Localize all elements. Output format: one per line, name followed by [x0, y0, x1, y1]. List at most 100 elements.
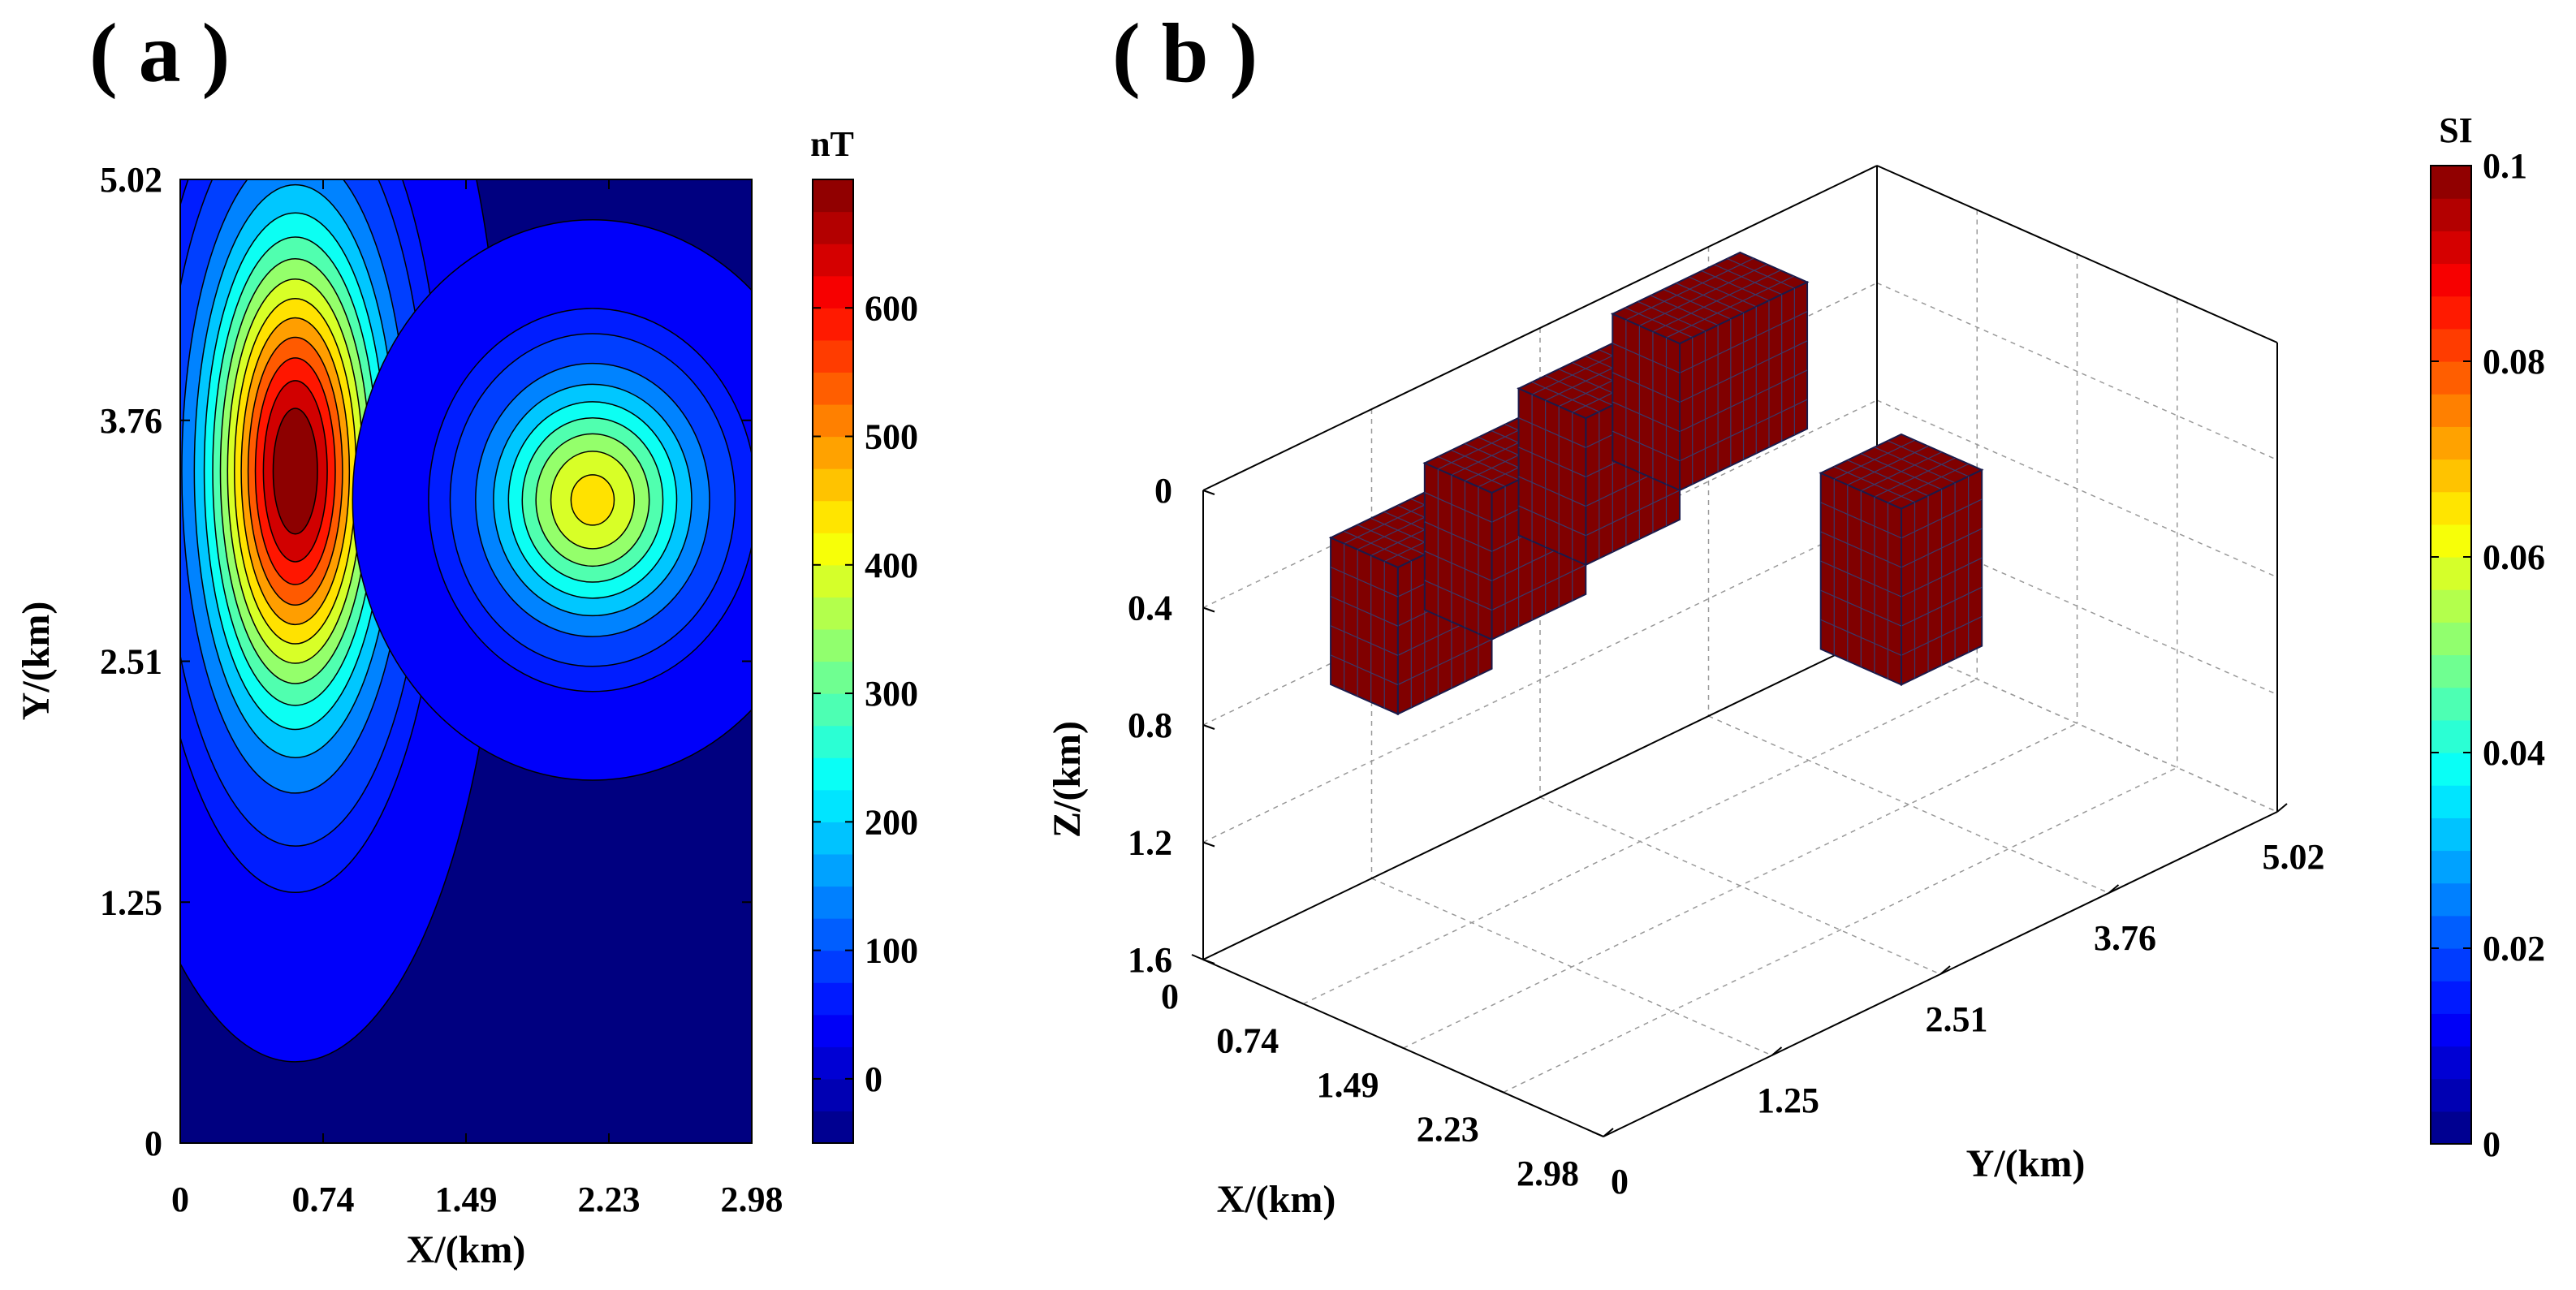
colorbar-nt-swatch	[813, 725, 853, 758]
colorbar-si-title: SI	[2439, 110, 2473, 150]
colorbar-nt-swatch	[813, 500, 853, 533]
colorbar-si-frame	[2430, 165, 2472, 1145]
colorbar-si-swatch	[2431, 818, 2471, 852]
block-step-4-top-cell-line	[1638, 300, 1706, 332]
block-step-1-front-cell-line	[1397, 639, 1492, 685]
colorbar-nt-swatch	[813, 950, 853, 983]
block-step-4-side-cell-line	[1612, 401, 1681, 433]
colorbar-si-tick-label: 0.08	[2483, 342, 2545, 382]
colorbar-si-swatch	[2431, 231, 2471, 265]
colorbar-si-swatch	[2431, 198, 2471, 231]
colorbar-si-swatch	[2431, 394, 2471, 427]
block-right-cube-front-cell-line	[1901, 498, 1983, 539]
block-right-cube-front-cell-line	[1901, 557, 1983, 598]
y-tick-mark	[1771, 1046, 1783, 1056]
block-step-3-side-cell-line	[1518, 476, 1586, 507]
colorbar-nt-swatch	[813, 886, 853, 919]
block-step-2-top-cell-line	[1438, 423, 1533, 470]
x-tick-mark	[1291, 998, 1304, 1005]
x-tick-label: 0.74	[292, 1180, 355, 1219]
block-step-3-side-cell-line	[1518, 447, 1586, 477]
colorbar-nt-frame	[812, 179, 854, 1144]
grid-line	[1371, 878, 1772, 1056]
block-right-cube-front-cell-line	[1901, 586, 1983, 627]
y-tick-mark	[1603, 1128, 1614, 1137]
block-step-4-top-cell-line	[1727, 258, 1795, 289]
block-step-2-side-cell-line	[1424, 521, 1492, 552]
y-tick-label: 1.25	[1757, 1081, 1819, 1120]
colorbar-si-swatch	[2431, 1013, 2471, 1047]
colorbar-si-swatch	[2431, 981, 2471, 1014]
y-tick-label: 2.51	[100, 642, 162, 682]
z-tick-label: 0.4	[1128, 589, 1172, 628]
voxel-blocks	[1328, 251, 1984, 716]
block-right-cube-top-cell-line	[1834, 466, 1915, 503]
y-tick-mark	[2108, 884, 2120, 894]
box-edge	[1876, 165, 2278, 343]
block-step-4-side-cell-line	[1612, 430, 1681, 462]
block-step-1-side-cell-line	[1330, 654, 1399, 686]
x-tick-mark	[1491, 1086, 1504, 1094]
colorbar-si-swatch	[2431, 361, 2471, 395]
colorbar-si-swatch	[2431, 426, 2471, 460]
colorbar-si-swatch	[2431, 785, 2471, 818]
colorbar-si-swatch	[2431, 557, 2471, 590]
block-step-3-front-cell-line	[1586, 490, 1681, 537]
block-step-2-top-cell-line	[1438, 455, 1506, 487]
block-step-4-top-cell-line	[1701, 270, 1770, 301]
colorbar-si-swatch	[2431, 915, 2471, 949]
block-step-3-top-cell-line	[1531, 382, 1600, 412]
colorbar-si-swatch	[2431, 296, 2471, 330]
block-step-1-top-cell-line	[1357, 524, 1426, 555]
grid-line	[1202, 516, 1878, 843]
colorbar-nt-swatch	[813, 693, 853, 727]
block-step-1-side-cell-line	[1330, 596, 1399, 627]
block-step-2-side-cell-line	[1424, 492, 1492, 523]
block-step-1-side	[1330, 536, 1399, 716]
colorbar-si-swatch	[2431, 1111, 2471, 1145]
y-tick-label: 3.76	[2094, 918, 2156, 958]
colorbar-nt-swatch	[813, 275, 853, 308]
y-tick-label: 3.76	[100, 401, 162, 441]
voxel-x-label: X/(km)	[1217, 1178, 1336, 1221]
x-tick-label: 2.98	[1517, 1154, 1579, 1193]
colorbar-si-swatch	[2431, 524, 2471, 558]
block-right-cube-side-cell-line	[1820, 619, 1902, 656]
colorbar-si-swatch	[2431, 654, 2471, 688]
colorbar-nt-swatch	[813, 1014, 853, 1047]
block-step-2-side	[1423, 461, 1493, 641]
block-step-3-top-cell-line	[1545, 375, 1613, 406]
colorbar-nt-swatch	[813, 468, 853, 502]
y-tick-label: 1.25	[100, 882, 162, 922]
block-step-4-top-cell-line	[1663, 288, 1732, 320]
colorbar-nt-swatch	[813, 1078, 853, 1112]
grid-line	[1503, 766, 2178, 1094]
colorbar-si-tick-label: 0.02	[2483, 929, 2545, 969]
x-tick-label: 1.49	[435, 1180, 498, 1219]
z-tick-label: 1.2	[1128, 823, 1172, 863]
z-tick-label: 0.8	[1128, 705, 1172, 745]
block-right-cube-front-cell-line	[1901, 528, 1983, 568]
z-tick-mark	[1202, 841, 1215, 848]
z-tick-mark	[1202, 959, 1215, 964]
voxel-z-label: Z/(km)	[1046, 721, 1089, 838]
y-tick-label: 2.51	[1926, 999, 1988, 1039]
colorbar-nt-tick-label: 400	[865, 546, 918, 585]
contour-x-label: X/(km)	[407, 1228, 526, 1271]
block-step-1-side-cell-line	[1330, 625, 1399, 656]
colorbar-nt-swatch	[813, 661, 853, 694]
block-step-1-top-cell-line	[1344, 530, 1412, 562]
colorbar-si-swatch	[2431, 166, 2471, 199]
block-step-3-side-cell-line	[1518, 417, 1586, 448]
colorbar-si-tick-label: 0.1	[2483, 146, 2527, 186]
colorbar-nt-swatch	[813, 372, 853, 405]
colorbar-nt-tick-label: 300	[865, 674, 918, 714]
colorbar-nt-swatch	[813, 628, 853, 662]
colorbar-nt-swatch	[813, 564, 853, 598]
block-step-4-top-cell-line	[1650, 295, 1719, 326]
block-step-4-front-cell-line	[1679, 340, 1808, 403]
colorbar-si-swatch	[2431, 1046, 2471, 1080]
box-edge	[1202, 634, 1878, 960]
colorbar-si-tick-label: 0	[2483, 1124, 2500, 1164]
x-tick-mark	[1191, 954, 1204, 960]
